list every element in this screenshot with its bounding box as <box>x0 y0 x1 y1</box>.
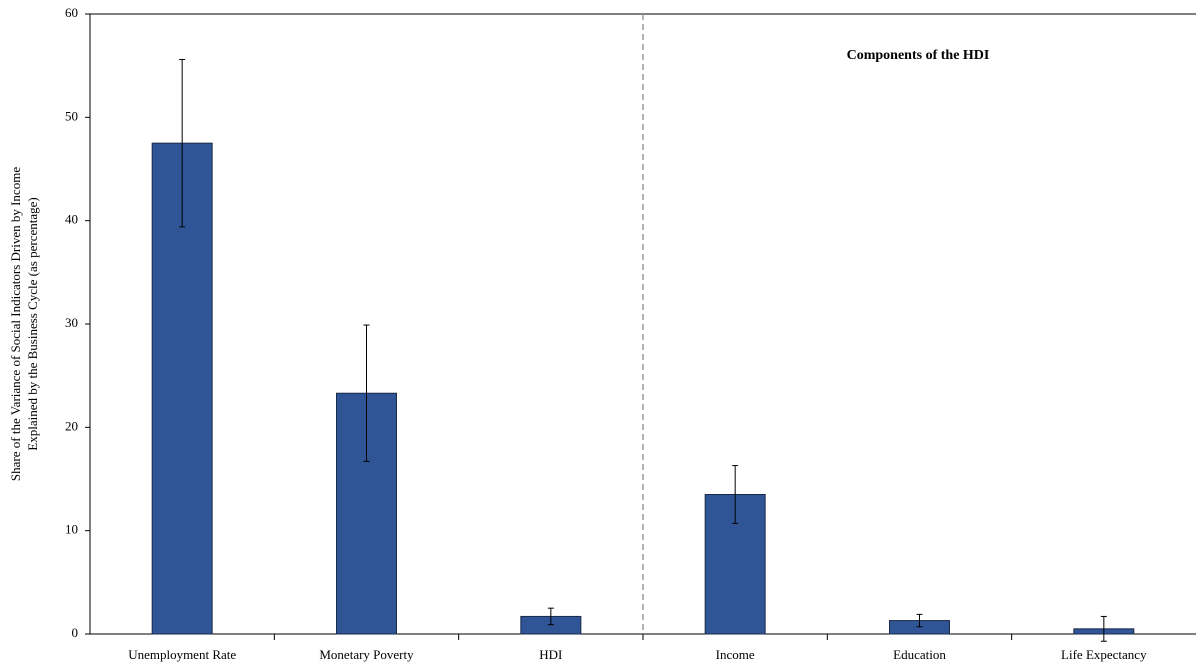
error-bar <box>732 465 739 524</box>
error-bar <box>547 607 554 626</box>
y-axis-label: Share of the Variance of Social Indicato… <box>8 167 23 481</box>
x-tick-label: HDI <box>539 647 562 662</box>
y-tick-label: 0 <box>72 625 79 640</box>
x-tick-label: Monetary Poverty <box>319 647 414 662</box>
error-bar <box>363 324 370 462</box>
x-tick-label: Education <box>893 647 946 662</box>
y-tick-label: 30 <box>65 315 78 330</box>
x-tick-label: Income <box>716 647 755 662</box>
y-tick-label: 40 <box>65 212 78 227</box>
y-tick-label: 60 <box>65 5 78 20</box>
error-bar <box>179 58 186 228</box>
y-tick-label: 20 <box>65 418 78 433</box>
y-axis-label: Explained by the Business Cycle (as perc… <box>25 197 40 450</box>
error-bar <box>1100 615 1107 642</box>
y-tick-label: 50 <box>65 108 78 123</box>
x-tick-label: Unemployment Rate <box>128 647 236 662</box>
annotation: Components of the HDI <box>847 48 990 63</box>
y-tick-label: 10 <box>65 522 78 537</box>
error-bar <box>916 613 923 628</box>
x-tick-label: Life Expectancy <box>1061 647 1147 662</box>
